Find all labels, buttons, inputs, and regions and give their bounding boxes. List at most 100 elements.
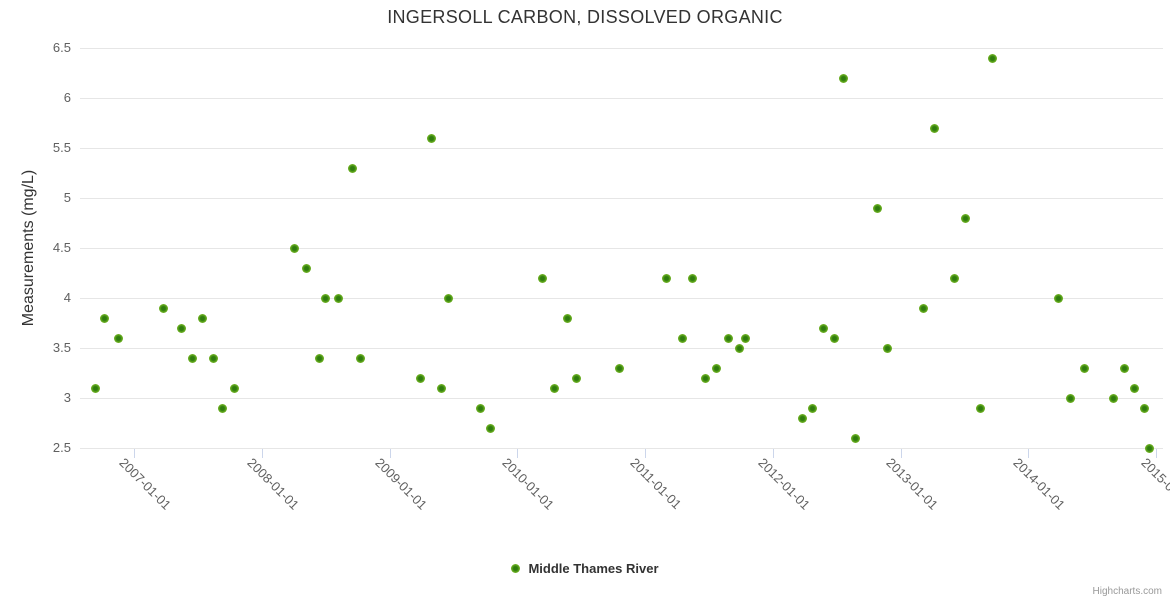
data-point[interactable]: [176, 323, 186, 333]
data-point[interactable]: [355, 353, 365, 363]
data-point[interactable]: [347, 163, 357, 173]
data-point[interactable]: [333, 293, 343, 303]
data-point[interactable]: [723, 333, 733, 343]
series-marker-icon: [511, 564, 521, 573]
data-point[interactable]: [538, 273, 548, 283]
data-point[interactable]: [475, 403, 485, 413]
data-point[interactable]: [208, 353, 218, 363]
y-axis-label: 5: [63, 190, 71, 205]
data-point[interactable]: [549, 383, 559, 393]
legend-label: Middle Thames River: [528, 561, 659, 576]
data-point[interactable]: [415, 373, 425, 383]
data-point[interactable]: [485, 423, 495, 433]
data-point[interactable]: [443, 293, 453, 303]
data-point[interactable]: [838, 73, 848, 83]
x-axis-tick: [389, 449, 391, 458]
data-point[interactable]: [198, 313, 208, 323]
data-point[interactable]: [873, 203, 882, 213]
data-point[interactable]: [1079, 363, 1089, 373]
data-point[interactable]: [819, 323, 829, 333]
data-point[interactable]: [918, 303, 928, 313]
x-axis-tick: [1028, 449, 1030, 458]
y-gridline: [80, 448, 1163, 449]
data-point[interactable]: [217, 403, 227, 413]
data-point[interactable]: [1129, 383, 1139, 393]
data-point[interactable]: [930, 123, 940, 133]
data-point[interactable]: [1065, 393, 1075, 403]
data-point[interactable]: [314, 353, 324, 363]
data-point[interactable]: [677, 333, 687, 343]
y-gridline: [80, 148, 1163, 149]
y-gridline: [80, 348, 1163, 349]
x-axis-tick: [261, 449, 263, 458]
data-point[interactable]: [437, 383, 447, 393]
y-axis-label: 5.5: [52, 140, 71, 155]
x-axis-label: 2014-01-01: [1010, 455, 1069, 513]
x-axis-label: 2012-01-01: [755, 455, 813, 513]
y-gridline: [80, 298, 1163, 299]
data-point[interactable]: [987, 53, 997, 63]
data-point[interactable]: [427, 133, 437, 143]
x-axis-tick: [517, 449, 519, 458]
data-point[interactable]: [158, 303, 168, 313]
x-axis-label: 2008-01-01: [244, 455, 302, 513]
data-point[interactable]: [700, 373, 710, 383]
data-point[interactable]: [662, 273, 672, 283]
x-axis-tick: [645, 449, 646, 458]
data-point[interactable]: [741, 333, 751, 343]
data-point[interactable]: [961, 213, 971, 223]
y-axis-label: 4: [63, 290, 71, 305]
data-point[interactable]: [571, 373, 581, 383]
x-axis-label: 2009-01-01: [371, 455, 430, 513]
data-point[interactable]: [1109, 393, 1119, 403]
y-axis-label: 6.5: [52, 40, 71, 55]
legend: Middle Thames River: [0, 561, 1170, 576]
x-axis-tick: [900, 449, 902, 458]
x-axis-label: 2013-01-01: [882, 455, 941, 513]
data-point[interactable]: [712, 363, 722, 373]
data-point[interactable]: [883, 343, 893, 353]
x-axis-label: 2007-01-01: [116, 455, 175, 513]
y-gridline: [80, 198, 1163, 199]
data-point[interactable]: [829, 333, 839, 343]
data-point[interactable]: [687, 273, 697, 283]
data-point[interactable]: [1054, 293, 1064, 303]
data-point[interactable]: [851, 433, 861, 443]
data-point[interactable]: [100, 313, 110, 323]
y-gridline: [80, 398, 1163, 399]
y-axis-label: 3: [63, 390, 71, 405]
data-point[interactable]: [91, 383, 101, 393]
y-gridline: [80, 248, 1163, 249]
data-point[interactable]: [614, 363, 624, 373]
y-axis-label: 6: [63, 90, 71, 105]
legend-item-middle-thames-river[interactable]: Middle Thames River: [511, 561, 659, 576]
x-axis-label: 2015-01-01: [1138, 455, 1170, 513]
data-point[interactable]: [562, 313, 572, 323]
x-axis-label: 2011-01-01: [627, 455, 685, 512]
data-point[interactable]: [230, 383, 240, 393]
data-point[interactable]: [807, 403, 817, 413]
data-point[interactable]: [735, 343, 745, 353]
y-axis-label: 3.5: [52, 340, 71, 355]
data-point[interactable]: [797, 413, 807, 423]
data-point[interactable]: [976, 403, 986, 413]
data-point[interactable]: [321, 293, 331, 303]
x-axis-label: 2010-01-01: [499, 455, 558, 513]
data-point[interactable]: [290, 243, 300, 253]
data-point[interactable]: [1145, 443, 1155, 453]
y-gridline: [80, 48, 1163, 49]
highcharts-credits[interactable]: Highcharts.com: [1092, 586, 1162, 597]
data-point[interactable]: [114, 333, 124, 343]
y-axis-label: 2.5: [52, 440, 71, 455]
data-point[interactable]: [188, 353, 198, 363]
x-axis-tick: [134, 449, 135, 458]
x-axis-tick: [772, 449, 774, 458]
x-axis-tick: [1156, 449, 1157, 458]
data-point[interactable]: [949, 273, 959, 283]
data-point[interactable]: [1140, 403, 1149, 413]
chart-title: INGERSOLL CARBON, DISSOLVED ORGANIC: [387, 7, 783, 27]
data-point[interactable]: [1119, 363, 1129, 373]
data-point[interactable]: [301, 263, 311, 273]
